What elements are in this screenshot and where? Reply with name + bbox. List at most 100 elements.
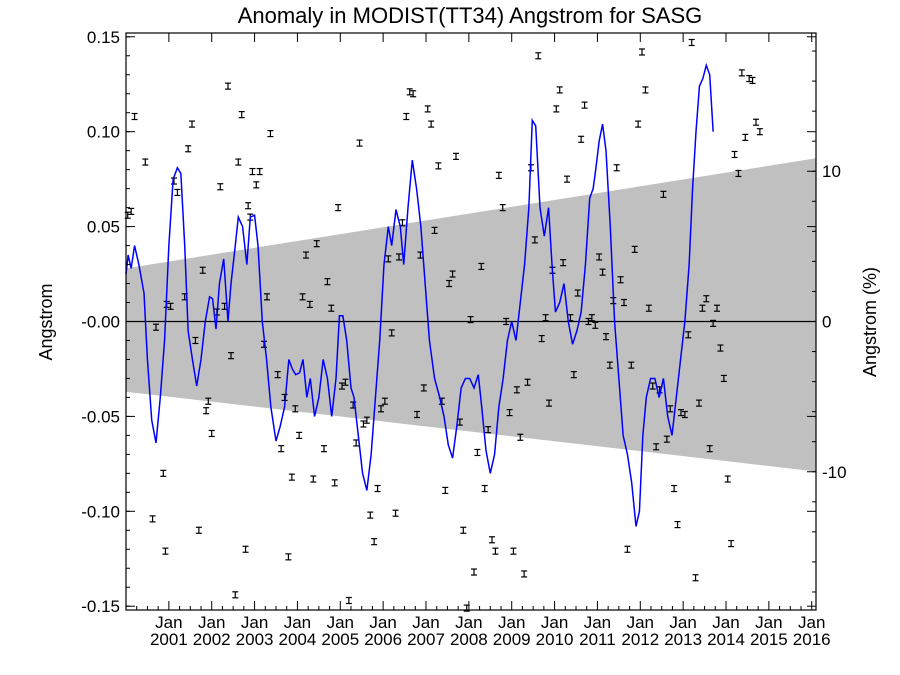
x-tick-label-year: 2013: [664, 630, 702, 649]
x-tick-label-month: Jan: [669, 613, 696, 632]
monthly-point: [342, 378, 349, 386]
axes: 0.15 0.10 0.05 -0.00 -0.05 -0.10 -0.15 10 0 -10 Ja…: [81, 28, 846, 649]
monthly-point: [442, 486, 449, 495]
monthly-point: [553, 105, 560, 113]
x-tick-label-year: 2015: [750, 630, 788, 649]
monthly-point: [663, 435, 670, 443]
monthly-point: [560, 259, 567, 267]
monthly-point: [381, 397, 388, 405]
monthly-point: [617, 276, 624, 284]
monthly-point: [242, 545, 249, 553]
monthly-point: [531, 236, 538, 244]
monthly-point: [746, 74, 753, 83]
monthly-point: [363, 416, 370, 424]
y-tick-label: 0.15: [87, 28, 120, 47]
monthly-point: [649, 382, 656, 390]
x-tick-label-year: 2001: [150, 630, 188, 649]
x-tick-label-month: Jan: [584, 613, 611, 632]
monthly-point: [731, 150, 738, 159]
monthly-point: [360, 420, 367, 428]
monthly-point: [420, 384, 427, 392]
monthly-point: [296, 431, 303, 439]
monthly-point: [585, 317, 592, 326]
monthly-point: [738, 69, 745, 77]
x-tick-label-year: 2014: [707, 630, 745, 649]
monthly-point: [596, 253, 603, 261]
monthly-point: [245, 202, 252, 210]
monthly-point: [292, 405, 299, 413]
monthly-point: [471, 568, 477, 576]
monthly-point: [564, 175, 570, 183]
monthly-point: [517, 433, 524, 441]
x-tick-label-month: Jan: [498, 613, 525, 632]
x-tick-label-month: Jan: [712, 613, 739, 632]
monthly-point: [603, 333, 609, 341]
monthly-point: [489, 536, 495, 544]
monthly-point: [249, 167, 256, 176]
x-tick-label-month: Jan: [369, 613, 396, 632]
monthly-point: [692, 574, 699, 582]
monthly-point: [570, 371, 577, 379]
monthly-point: [460, 526, 467, 534]
monthly-point: [378, 405, 384, 413]
x-tick-label-month: Jan: [412, 613, 439, 632]
monthly-point: [453, 152, 459, 160]
y-tick-label: -0.05: [81, 407, 120, 426]
monthly-point: [671, 484, 678, 493]
monthly-point: [478, 262, 485, 271]
monthly-point: [720, 374, 727, 383]
monthly-point: [185, 145, 192, 153]
monthly-point: [621, 298, 627, 307]
monthly-point: [588, 314, 595, 322]
monthly-point: [717, 344, 724, 352]
monthly-point: [335, 204, 342, 212]
monthly-point: [424, 105, 431, 113]
smoothed-anomaly-line: [125, 62, 714, 527]
monthly-point: [485, 426, 492, 434]
monthly-point: [285, 553, 292, 561]
monthly-point: [492, 547, 499, 555]
monthly-point: [542, 314, 549, 322]
monthly-point: [703, 295, 710, 303]
monthly-point: [688, 38, 695, 47]
monthly-point: [613, 164, 620, 172]
monthly-point: [506, 409, 513, 417]
x-tick-label-month: Jan: [541, 613, 568, 632]
monthly-point: [356, 139, 363, 147]
monthly-point: [724, 475, 731, 483]
monthly-point: [310, 475, 317, 483]
monthly-point: [406, 88, 413, 96]
monthly-point: [556, 86, 563, 94]
monthly-point: [303, 251, 309, 259]
monthly-point: [513, 386, 520, 394]
x-tick-label-year: 2011: [579, 630, 616, 649]
y-axis-label: Angstrom: [36, 283, 56, 360]
monthly-point: [367, 511, 374, 519]
monthly-point: [205, 397, 212, 405]
monthly-point: [396, 253, 402, 261]
monthly-point: [435, 162, 442, 170]
monthly-point: [546, 399, 552, 407]
monthly-point: [660, 190, 667, 198]
monthly-point: [189, 120, 195, 128]
monthly-point: [414, 410, 420, 419]
monthly-point: [735, 169, 742, 178]
monthly-point: [288, 473, 295, 481]
monthly-point: [385, 255, 392, 263]
monthly-point: [374, 484, 381, 493]
y-tick-label: -0.10: [81, 502, 120, 521]
monthly-point: [578, 135, 585, 143]
monthly-point: [264, 293, 270, 301]
monthly-point: [753, 118, 759, 126]
monthly-point: [217, 183, 224, 191]
monthly-point: [160, 469, 167, 477]
monthly-point: [208, 429, 215, 438]
y2-axis-label: Angstrom (%): [860, 267, 880, 377]
monthly-point: [696, 399, 702, 407]
monthly-point: [667, 405, 674, 413]
monthly-point: [410, 90, 417, 98]
x-tick-label-month: Jan: [755, 613, 782, 632]
x-tick-label-year: 2003: [236, 630, 274, 649]
y-tick-label: -0.15: [81, 597, 120, 616]
monthly-point: [631, 245, 638, 253]
